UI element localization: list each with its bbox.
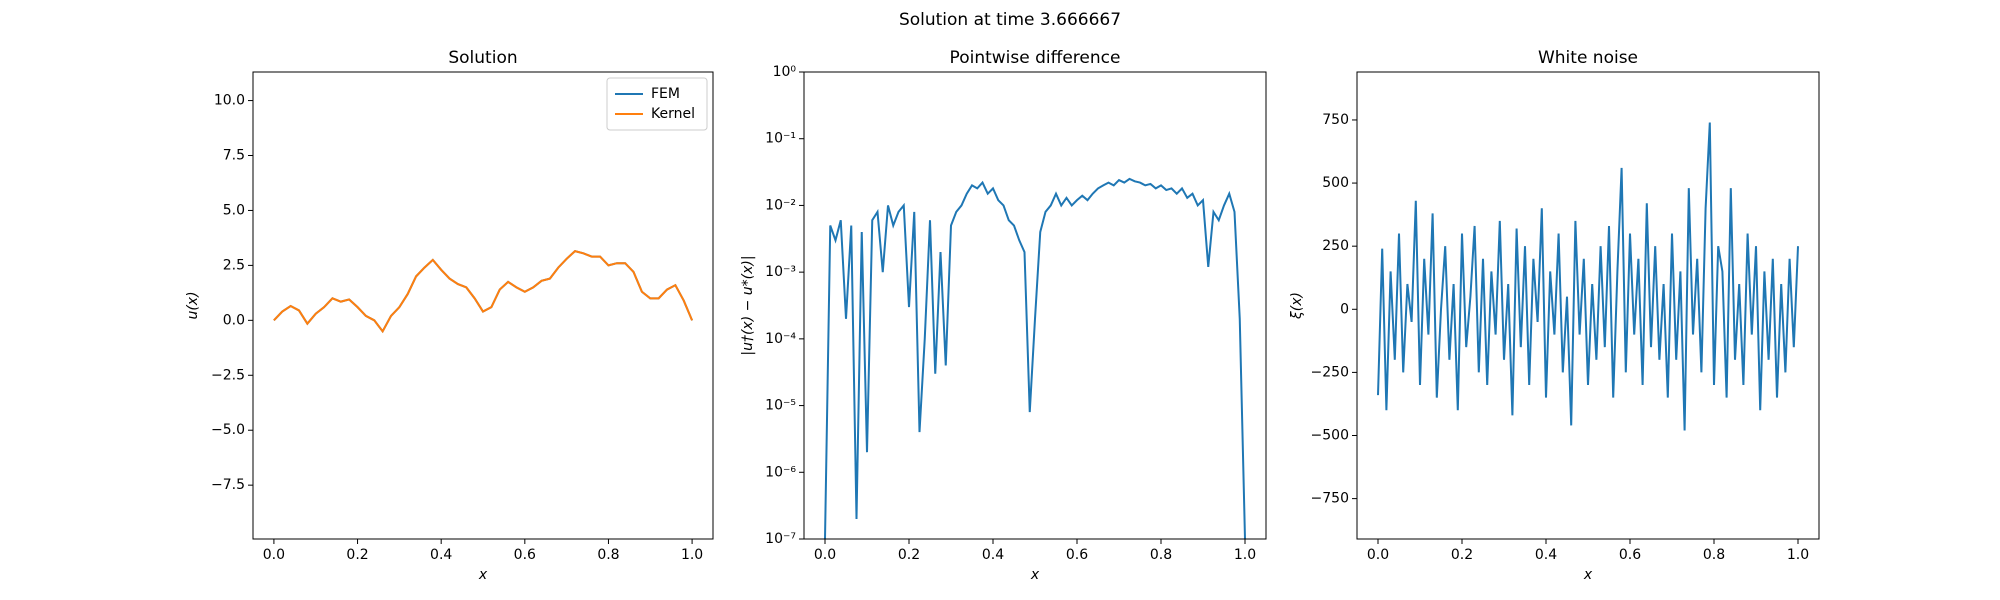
series-line: [273, 250, 694, 334]
x-tick-label: 0.6: [1619, 547, 1641, 563]
legend-label: Kernel: [651, 106, 695, 122]
x-tick-label: 0.2: [898, 547, 920, 563]
x-axis-label: x: [1030, 567, 1040, 583]
y-tick-label: 10⁻²: [765, 197, 796, 213]
x-tick-label: 0.0: [814, 547, 836, 563]
x-tick-label: 0.4: [1535, 547, 1557, 563]
x-tick-label: 0.6: [514, 547, 536, 563]
x-tick-label: 0.6: [1066, 547, 1088, 563]
subplot-title: White noise: [1538, 48, 1638, 68]
y-tick-label: 10⁰: [773, 64, 797, 80]
series-line: [824, 177, 1246, 539]
y-tick-label: 0.0: [223, 312, 245, 328]
legend: FEM Kernel: [606, 77, 708, 131]
y-axis-label: u(x): [185, 291, 201, 319]
y-tick-label: 2.5: [223, 257, 245, 273]
x-tick-label: 0.8: [1703, 547, 1725, 563]
y-axis-label: ξ(x): [1289, 292, 1305, 320]
y-tick-label: 250: [1322, 238, 1349, 254]
series-line: [273, 250, 694, 334]
y-tick-label: −500: [1311, 428, 1349, 444]
series-line: [1377, 122, 1799, 431]
legend-label: FEM: [651, 86, 680, 102]
subplot-title: Pointwise difference: [950, 48, 1121, 68]
y-tick-label: 10.0: [214, 93, 245, 109]
y-tick-label: 7.5: [223, 148, 245, 164]
x-axis-label: x: [478, 567, 488, 583]
x-tick-label: 1.0: [1787, 547, 1809, 563]
subplot: White noise x ξ(x) 0.0 0.2 0.4 0.6 0.8 1.0 −750 −5…: [1289, 48, 1820, 583]
y-tick-label: 10⁻⁶: [765, 464, 796, 480]
x-tick-label: 1.0: [1234, 547, 1256, 563]
y-tick-label: 10⁻⁵: [765, 398, 796, 414]
x-tick-label: 0.2: [346, 547, 368, 563]
y-tick-label: 10⁻³: [765, 264, 796, 280]
x-tick-label: 0.4: [982, 547, 1004, 563]
axes-frame: [1356, 71, 1820, 540]
y-tick-label: −750: [1311, 491, 1349, 507]
y-tick-label: −2.5: [211, 367, 245, 383]
x-tick-label: 0.2: [1451, 547, 1473, 563]
x-tick-label: 1.0: [681, 547, 703, 563]
y-tick-label: 10⁻⁷: [765, 531, 796, 547]
y-tick-label: −7.5: [211, 477, 245, 493]
x-tick-label: 0.0: [1367, 547, 1389, 563]
figure-title: Solution at time 3.666667: [899, 10, 1121, 30]
y-axis-label: |u†(x) − u*(x)|: [740, 255, 756, 355]
axes-frame: [252, 71, 714, 540]
y-tick-label: 0: [1340, 301, 1349, 317]
axes-frame: [803, 71, 1267, 540]
x-tick-label: 0.8: [597, 547, 619, 563]
y-tick-label: 10⁻¹: [765, 131, 796, 147]
subplot-title: Solution: [448, 48, 517, 68]
y-tick-label: 10⁻⁴: [765, 331, 796, 347]
x-tick-label: 0.0: [263, 547, 285, 563]
y-tick-label: 750: [1322, 112, 1349, 128]
x-tick-label: 0.4: [430, 547, 452, 563]
x-axis-label: x: [1583, 567, 1593, 583]
y-tick-label: 500: [1322, 175, 1349, 191]
subplot: Pointwise difference x |u†(x) − u*(x)| 0.0 0…: [740, 48, 1267, 583]
y-tick-label: −5.0: [211, 422, 245, 438]
subplot: Solution x u(x) 0.0 0.2 0.4 0.6 0.8 1.0 −7.5 −5.0 −…: [185, 48, 714, 583]
y-tick-label: −250: [1311, 364, 1349, 380]
y-tick-label: 5.0: [223, 202, 245, 218]
x-tick-label: 0.8: [1150, 547, 1172, 563]
legend-box: [606, 77, 708, 131]
